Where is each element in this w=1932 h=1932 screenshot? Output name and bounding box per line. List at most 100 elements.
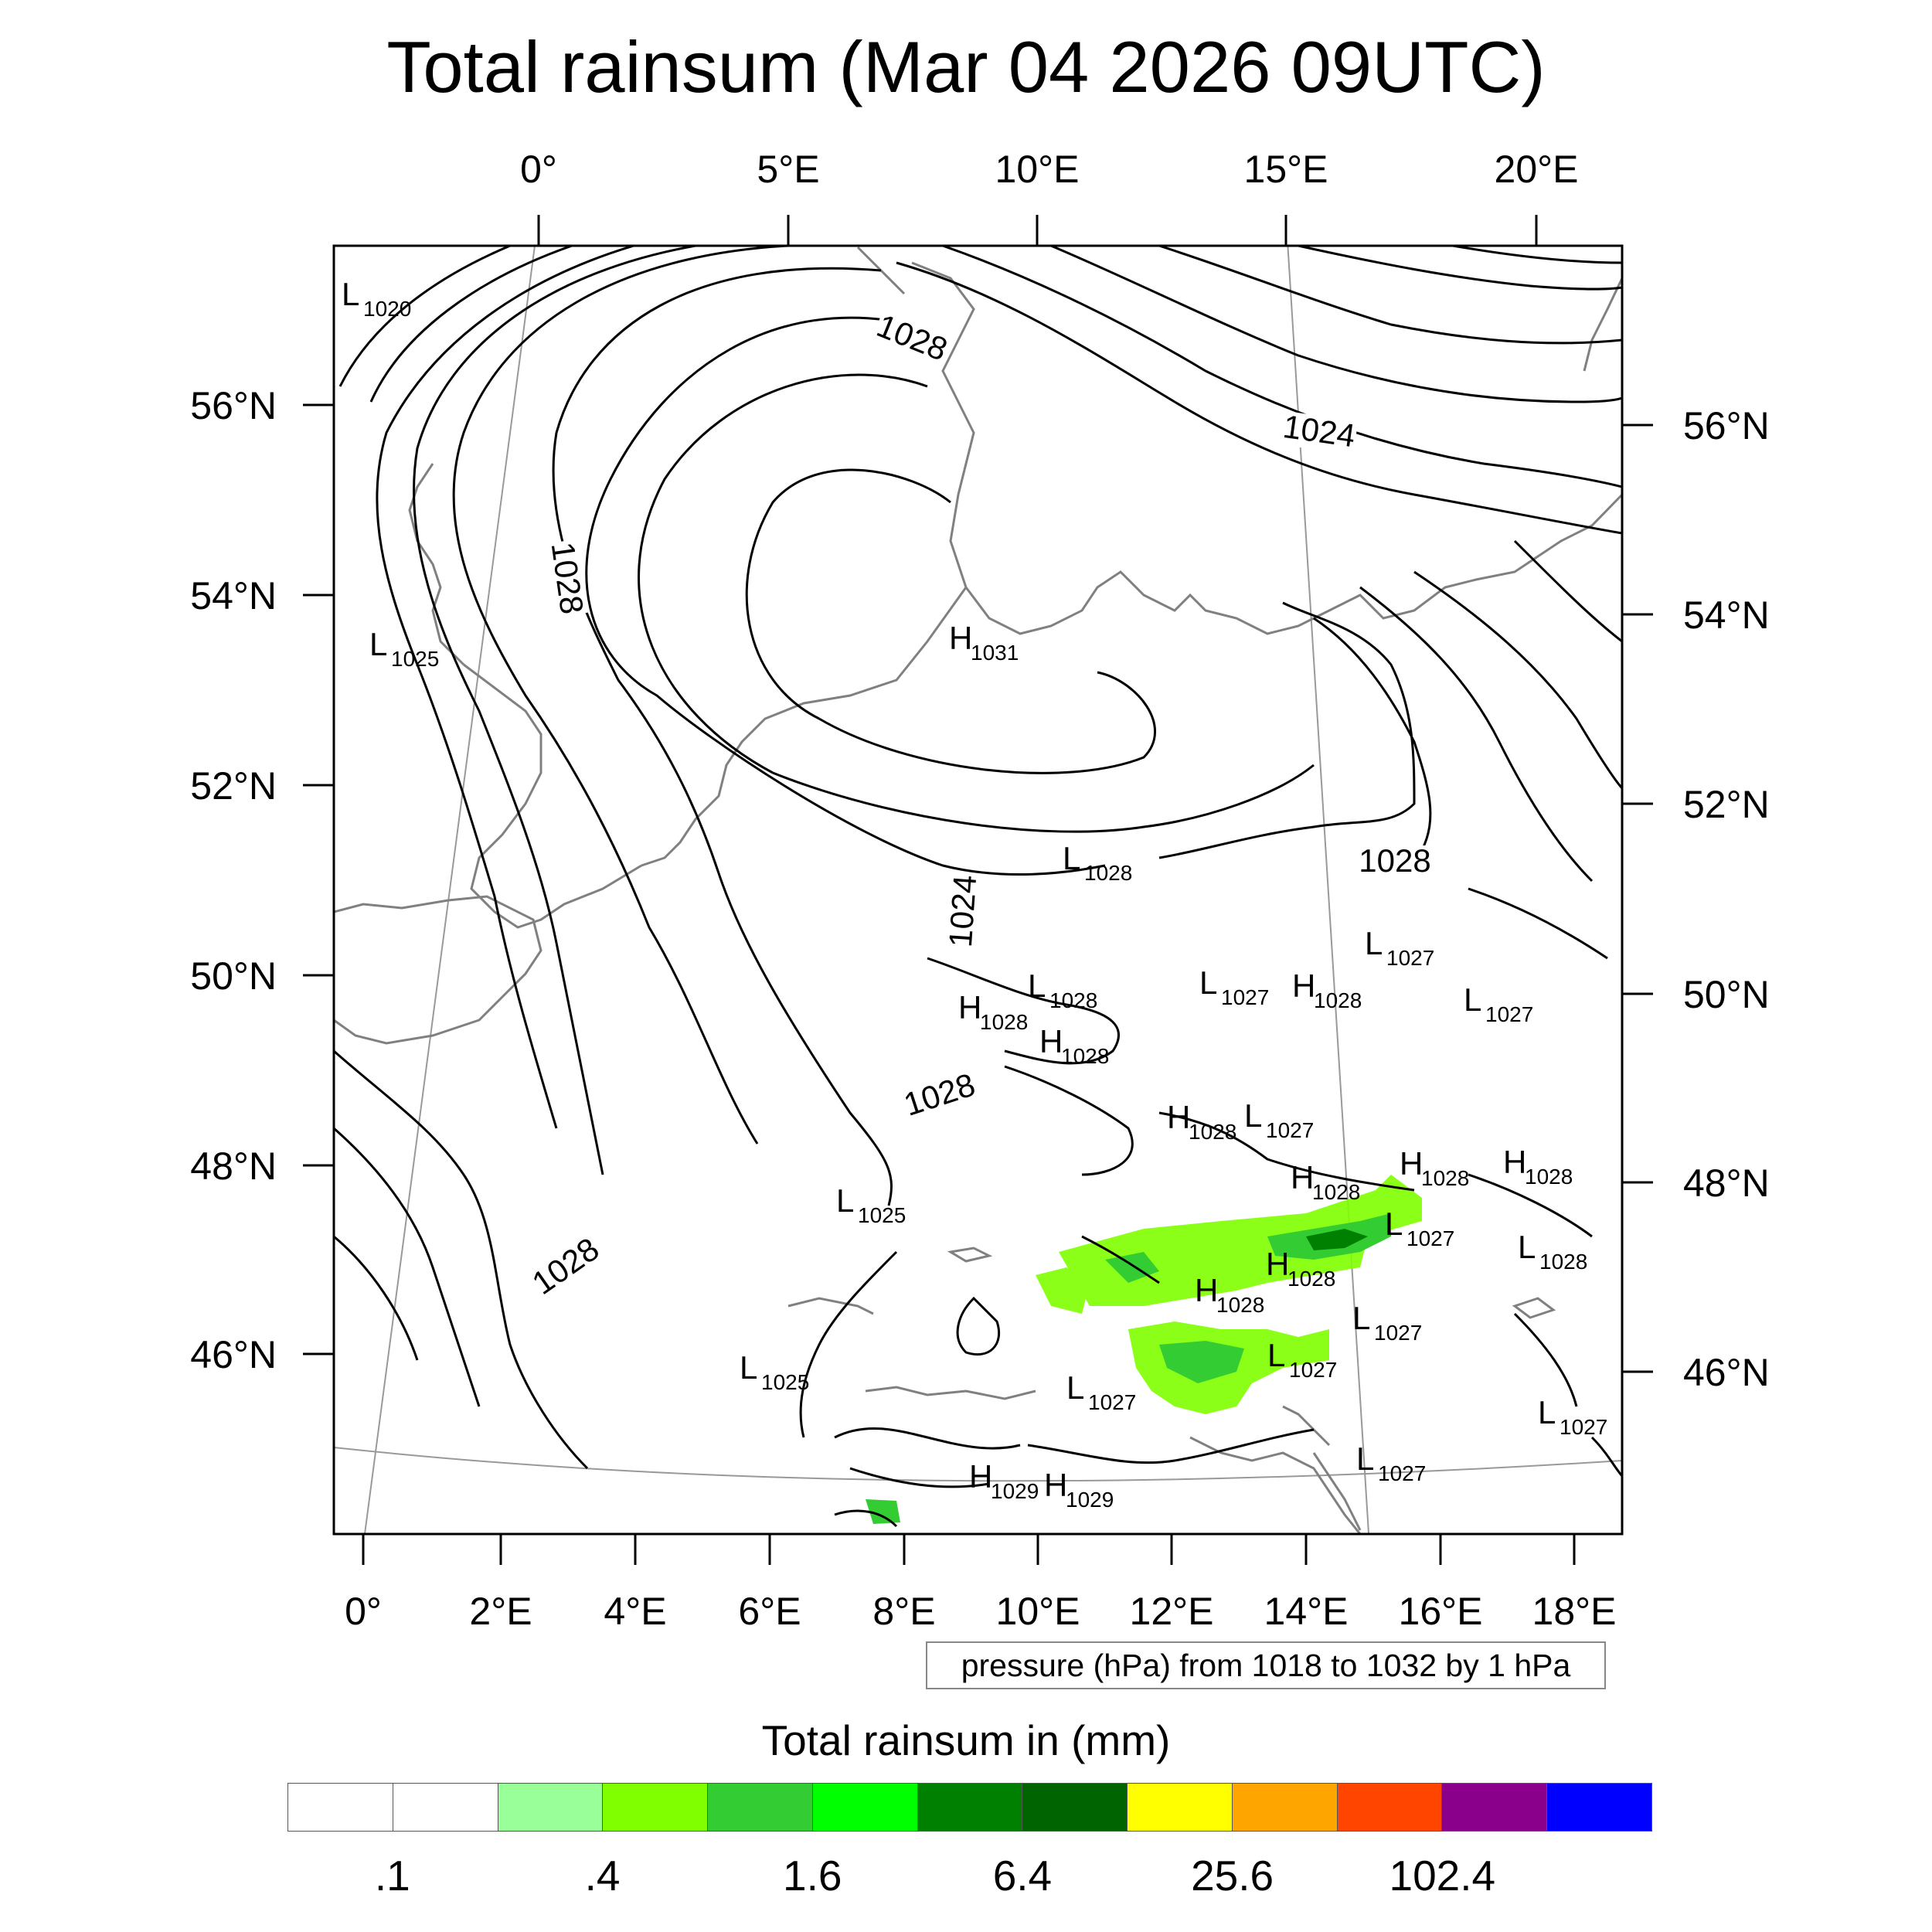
colorbar-label: .1: [374, 1852, 410, 1900]
colorbar: [287, 1783, 1652, 1832]
low-pressure-center: L 1027: [1365, 925, 1434, 970]
contour-label-bg: [543, 539, 588, 617]
colorbar-swatch: [1337, 1784, 1443, 1831]
right-lat-labels: 56°N 54°N 52°N 50°N 48°N 46°N: [1683, 404, 1770, 1394]
top-lon-label: 5°E: [757, 148, 819, 191]
colorbar-swatch: [603, 1784, 709, 1831]
pressure-center-value: 1027: [1406, 1226, 1454, 1250]
pressure-center-letter: L: [1464, 981, 1481, 1018]
pressure-center-value: 1025: [761, 1370, 809, 1394]
colorbar-swatch: [1128, 1784, 1233, 1831]
bottom-lon-label: 10°E: [996, 1590, 1080, 1633]
right-lat-label: 52°N: [1683, 783, 1770, 826]
pressure-center-value: 1028: [1049, 988, 1097, 1012]
pressure-center-value: 1027: [1088, 1390, 1136, 1414]
pressure-center-value: 1028: [1061, 1044, 1109, 1068]
pressure-center-value: 1027: [1374, 1321, 1422, 1345]
low-pressure-center: L 1025: [836, 1182, 906, 1227]
left-lat-label: 46°N: [190, 1333, 277, 1376]
pressure-center-value: 1027: [1378, 1461, 1426, 1485]
left-lat-label: 56°N: [190, 384, 277, 427]
pressure-center-value: 1028: [1189, 1120, 1236, 1144]
low-pressure-center: L 1027: [1352, 1300, 1422, 1345]
pressure-center-letter: L: [1356, 1440, 1374, 1477]
rain-field: [866, 1175, 1422, 1524]
contour-label-bg: [944, 872, 985, 950]
contour-label: 1024: [942, 874, 983, 948]
low-pressure-center: L 1027: [1267, 1337, 1337, 1382]
right-lat-label: 50°N: [1683, 973, 1770, 1016]
top-lon-label: 20°E: [1495, 148, 1579, 191]
pressure-center-value: 1031: [971, 641, 1019, 665]
map-layers: [334, 246, 1622, 1534]
left-lat-labels: 56°N 54°N 52°N 50°N 48°N 46°N: [190, 384, 277, 1376]
contour-label-bg: [870, 309, 953, 369]
pressure-center-value: 1028: [1216, 1293, 1264, 1317]
pressure-center-value: 1028: [1525, 1165, 1573, 1189]
colorbar-title: Total rainsum in (mm): [761, 1716, 1171, 1764]
pressure-center-value: 1027: [1560, 1415, 1607, 1439]
pressure-center-value: 1025: [858, 1203, 906, 1227]
contour-label-bg: [526, 1232, 607, 1303]
pressure-center-letter: H: [1039, 1023, 1063, 1060]
bottom-lon-label: 14°E: [1264, 1590, 1349, 1633]
colorbar-swatch: [498, 1784, 604, 1831]
pressure-center-letter: L: [1066, 1369, 1084, 1406]
contour-label: 1028: [545, 539, 591, 616]
colorbar-label: 6.4: [992, 1852, 1053, 1900]
top-lon-label: 10°E: [995, 148, 1080, 191]
bottom-lon-label: 8°E: [872, 1590, 935, 1633]
low-pressure-center: L 1027: [1244, 1097, 1314, 1142]
contour-label-bg: [899, 1068, 981, 1124]
pressure-center-letter: H: [1291, 1159, 1314, 1196]
colorbar-label: 1.6: [782, 1852, 842, 1900]
pressure-center-letter: L: [369, 626, 387, 662]
contour-label: 1028: [872, 307, 952, 368]
contour-info-box: pressure (hPa) from 1018 to 1032 by 1 hP…: [926, 1641, 1606, 1689]
left-lat-label: 54°N: [190, 574, 277, 617]
pressure-center-letter: L: [1063, 840, 1080, 876]
pressure-center-letter: H: [1044, 1467, 1067, 1503]
pressure-center-letter: H: [1400, 1145, 1423, 1182]
pressure-center-value: 1028: [980, 1010, 1028, 1034]
pressure-center-value: 1025: [391, 647, 439, 671]
pressure-center-value: 1028: [1084, 861, 1132, 885]
pressure-center-value: 1027: [1289, 1358, 1337, 1382]
pressure-center-letter: L: [1352, 1300, 1370, 1336]
low-pressure-center: L 1027: [1356, 1440, 1426, 1485]
contour-label: 1028: [526, 1230, 605, 1301]
pressure-center-letter: H: [969, 1458, 992, 1495]
contour-label: 1028: [1359, 842, 1430, 879]
left-lat-label: 52°N: [190, 764, 277, 808]
bottom-lon-label: 0°: [345, 1590, 382, 1633]
pressure-center-letter: H: [1503, 1144, 1526, 1180]
bottom-lon-label: 12°E: [1130, 1590, 1214, 1633]
coastlines: [334, 246, 1622, 1534]
axis-ticks: [303, 215, 1653, 1565]
pressure-center-letter: H: [958, 989, 981, 1026]
bottom-lon-label: 2°E: [469, 1590, 532, 1633]
pressure-center-value: 1028: [1312, 1180, 1360, 1204]
colorbar-swatch: [812, 1784, 918, 1831]
colorbar-label: 25.6: [1191, 1852, 1274, 1900]
pressure-center-letter: L: [1199, 964, 1217, 1001]
contour-label: 1024: [1281, 408, 1357, 454]
low-pressure-center: L 1028: [1028, 968, 1097, 1012]
top-lon-label: 15°E: [1244, 148, 1328, 191]
low-pressure-center: L 1027: [1199, 964, 1269, 1009]
pressure-center-letter: L: [836, 1182, 854, 1219]
pressure-center-letter: L: [740, 1349, 757, 1386]
pressure-center-value: 1020: [363, 297, 411, 321]
right-lat-label: 56°N: [1683, 404, 1770, 447]
low-pressure-center: L 1027: [1066, 1369, 1136, 1414]
bottom-lon-label: 18°E: [1532, 1590, 1617, 1633]
colorbar-swatch: [917, 1784, 1023, 1831]
pressure-center-letter: L: [1365, 925, 1383, 961]
pressure-center-value: 1027: [1485, 1002, 1533, 1026]
